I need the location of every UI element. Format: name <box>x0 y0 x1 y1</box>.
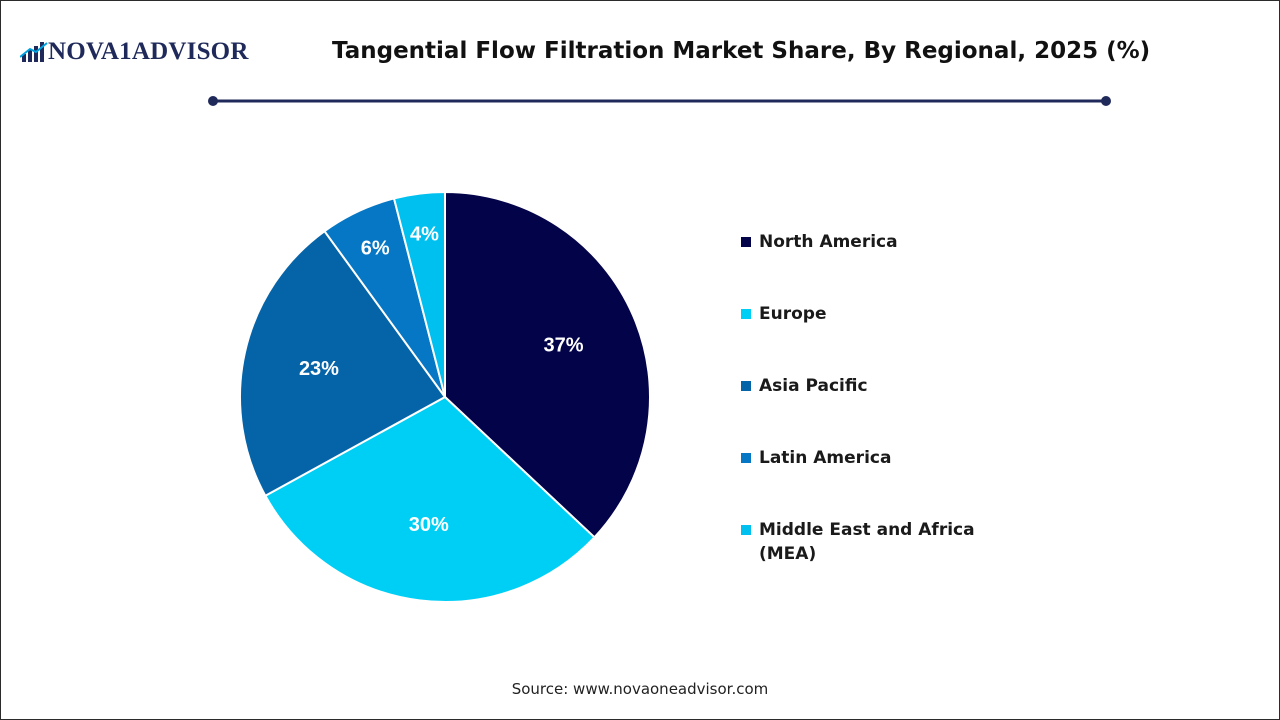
title-divider <box>208 96 1111 106</box>
pie-slice-asia-pacific <box>239 229 447 498</box>
divider-right-dot <box>1101 96 1111 106</box>
chart-title: Tangential Flow Filtration Market Share,… <box>332 38 1151 64</box>
pie-slice-europe <box>263 395 596 603</box>
legend-swatch <box>741 453 751 463</box>
logo: NOVA1ADVISOR <box>20 37 249 67</box>
data-label-latin-america: 6% <box>361 238 390 260</box>
legend-swatch <box>741 309 751 319</box>
legend-item: Middle East and Africa (MEA) <box>741 518 975 566</box>
pie-slice-middle-east-and-africa-mea <box>392 190 446 398</box>
legend-item: Asia Pacific <box>741 374 868 398</box>
legend-label: North America <box>759 232 898 252</box>
data-label-europe: 30% <box>409 514 449 536</box>
legend-swatch <box>741 381 751 391</box>
legend-item: Europe <box>741 302 826 326</box>
legend-item: Latin America <box>741 446 891 470</box>
legend-item: North America <box>741 230 898 254</box>
divider-left-dot <box>208 96 218 106</box>
logo-text: NOVA1ADVISOR <box>48 38 249 65</box>
legend-label: Latin America <box>759 448 892 468</box>
pie-slice-north-america <box>444 190 651 539</box>
legend-swatch <box>741 237 751 247</box>
data-label-north-america: 37% <box>544 335 584 357</box>
legend-label: Middle East and Africa (MEA) <box>759 520 975 564</box>
data-label-middle-east-and-africa-mea: 4% <box>410 223 439 245</box>
bar-chart-logo-icon <box>20 42 48 62</box>
legend-label: Asia Pacific <box>759 376 868 396</box>
legend-label: Europe <box>759 304 827 324</box>
data-label-asia-pacific: 23% <box>299 358 339 380</box>
legend-swatch <box>741 525 751 535</box>
source-note: Source: www.novaoneadvisor.com <box>511 680 769 698</box>
